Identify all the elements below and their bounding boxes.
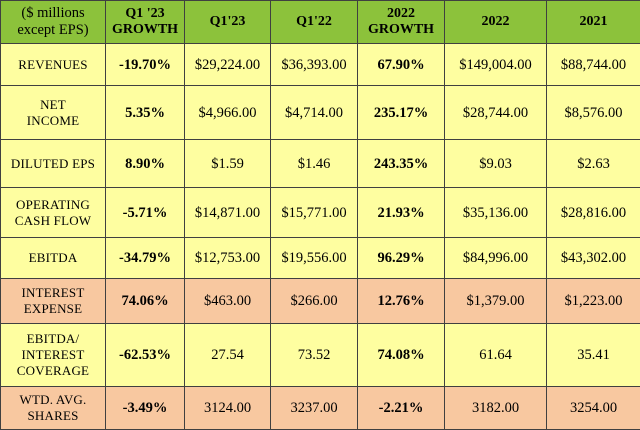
table-row-ebitda: EBITDA -34.79% $12,753.00 $19,556.00 96.… <box>1 238 640 279</box>
header-col-line1: 2021 <box>549 14 638 30</box>
cell-2022: $9.03 <box>445 140 547 188</box>
cell-q1-23-growth: 8.90% <box>106 140 185 188</box>
table-row-operating-cash-flow: OPERATING CASH FLOW -5.71% $14,871.00 $1… <box>1 188 640 238</box>
cell-q1-23-growth: -5.71% <box>106 188 185 238</box>
cell-q1-23: 3124.00 <box>185 387 271 430</box>
cell-q1-22: $19,556.00 <box>271 238 358 279</box>
cell-q1-23: $4,966.00 <box>185 86 271 140</box>
header-row: ($ millions except EPS) Q1 '23 GROWTH Q1… <box>1 1 640 44</box>
cell-q1-23: $1.59 <box>185 140 271 188</box>
cell-2022-growth: 21.93% <box>358 188 445 238</box>
row-label-line3: COVERAGE <box>3 363 103 379</box>
cell-q1-22: $15,771.00 <box>271 188 358 238</box>
row-label: WTD. AVG. SHARES <box>1 387 106 430</box>
row-label-line2: INCOME <box>3 113 103 129</box>
header-col-line1: 2022 <box>360 6 442 22</box>
row-label: EBITDA <box>1 238 106 279</box>
table-row-revenues: REVENUES -19.70% $29,224.00 $36,393.00 6… <box>1 44 640 86</box>
header-q1-22: Q1'22 <box>271 1 358 44</box>
cell-2022: $149,004.00 <box>445 44 547 86</box>
row-label-line1: NET <box>3 97 103 113</box>
cell-2021: $88,744.00 <box>547 44 640 86</box>
cell-q1-23-growth: -3.49% <box>106 387 185 430</box>
cell-2021: $2.63 <box>547 140 640 188</box>
cell-2021: $8,576.00 <box>547 86 640 140</box>
cell-q1-22: $266.00 <box>271 279 358 324</box>
row-label: OPERATING CASH FLOW <box>1 188 106 238</box>
cell-2022: $1,379.00 <box>445 279 547 324</box>
cell-2022-growth: 243.35% <box>358 140 445 188</box>
header-label-line2: except EPS) <box>3 22 103 39</box>
cell-q1-23: $463.00 <box>185 279 271 324</box>
row-label-line2: EXPENSE <box>3 301 103 317</box>
row-label-line1: EBITDA/ <box>3 331 103 347</box>
header-label-line1: ($ millions <box>3 5 103 22</box>
cell-2021: $43,302.00 <box>547 238 640 279</box>
row-label-line1: REVENUES <box>3 57 103 73</box>
table-row-interest-expense: INTEREST EXPENSE 74.06% $463.00 $266.00 … <box>1 279 640 324</box>
cell-2022-growth: 96.29% <box>358 238 445 279</box>
header-2021: 2021 <box>547 1 640 44</box>
cell-q1-23: $29,224.00 <box>185 44 271 86</box>
row-label: REVENUES <box>1 44 106 86</box>
cell-q1-23-growth: -19.70% <box>106 44 185 86</box>
row-label-line1: DILUTED EPS <box>3 156 103 172</box>
header-2022-growth: 2022 GROWTH <box>358 1 445 44</box>
cell-q1-23: $14,871.00 <box>185 188 271 238</box>
header-col-line1: Q1 '23 <box>108 6 182 22</box>
cell-2022: $35,136.00 <box>445 188 547 238</box>
table-row-diluted-eps: DILUTED EPS 8.90% $1.59 $1.46 243.35% $9… <box>1 140 640 188</box>
cell-2022-growth: 12.76% <box>358 279 445 324</box>
header-q1-23: Q1'23 <box>185 1 271 44</box>
header-label-cell: ($ millions except EPS) <box>1 1 106 44</box>
cell-2021: $1,223.00 <box>547 279 640 324</box>
table-row-ebitda-interest-coverage: EBITDA/ INTEREST COVERAGE -62.53% 27.54 … <box>1 324 640 387</box>
cell-q1-22: 3237.00 <box>271 387 358 430</box>
header-col-line1: 2022 <box>447 14 544 30</box>
cell-q1-22: $1.46 <box>271 140 358 188</box>
row-label: NET INCOME <box>1 86 106 140</box>
cell-q1-22: $36,393.00 <box>271 44 358 86</box>
table-row-net-income: NET INCOME 5.35% $4,966.00 $4,714.00 235… <box>1 86 640 140</box>
row-label-line2: CASH FLOW <box>3 213 103 229</box>
cell-q1-22: 73.52 <box>271 324 358 387</box>
cell-2022: $28,744.00 <box>445 86 547 140</box>
header-2022: 2022 <box>445 1 547 44</box>
header-col-line1: Q1'22 <box>273 14 355 30</box>
cell-q1-23-growth: 5.35% <box>106 86 185 140</box>
row-label-line1: WTD. AVG. <box>3 392 103 408</box>
cell-q1-23: 27.54 <box>185 324 271 387</box>
row-label-line2: SHARES <box>3 408 103 424</box>
cell-q1-23: $12,753.00 <box>185 238 271 279</box>
cell-q1-23-growth: 74.06% <box>106 279 185 324</box>
row-label-line1: INTEREST <box>3 285 103 301</box>
header-col-line1: Q1'23 <box>187 14 268 30</box>
cell-2022-growth: 74.08% <box>358 324 445 387</box>
cell-2022: 3182.00 <box>445 387 547 430</box>
cell-2022: $84,996.00 <box>445 238 547 279</box>
cell-q1-23-growth: -62.53% <box>106 324 185 387</box>
row-label: INTEREST EXPENSE <box>1 279 106 324</box>
row-label-line1: OPERATING <box>3 197 103 213</box>
row-label: DILUTED EPS <box>1 140 106 188</box>
cell-2021: 35.41 <box>547 324 640 387</box>
header-col-line2: GROWTH <box>108 22 182 38</box>
header-col-line2: GROWTH <box>360 22 442 38</box>
cell-2022-growth: -2.21% <box>358 387 445 430</box>
cell-2021: $28,816.00 <box>547 188 640 238</box>
cell-2021: 3254.00 <box>547 387 640 430</box>
cell-2022-growth: 67.90% <box>358 44 445 86</box>
cell-q1-22: $4,714.00 <box>271 86 358 140</box>
row-label: EBITDA/ INTEREST COVERAGE <box>1 324 106 387</box>
row-label-line1: EBITDA <box>3 250 103 266</box>
row-label-line2: INTEREST <box>3 347 103 363</box>
cell-2022-growth: 235.17% <box>358 86 445 140</box>
cell-q1-23-growth: -34.79% <box>106 238 185 279</box>
header-q1-23-growth: Q1 '23 GROWTH <box>106 1 185 44</box>
cell-2022: 61.64 <box>445 324 547 387</box>
table-row-wtd-avg-shares: WTD. AVG. SHARES -3.49% 3124.00 3237.00 … <box>1 387 640 430</box>
